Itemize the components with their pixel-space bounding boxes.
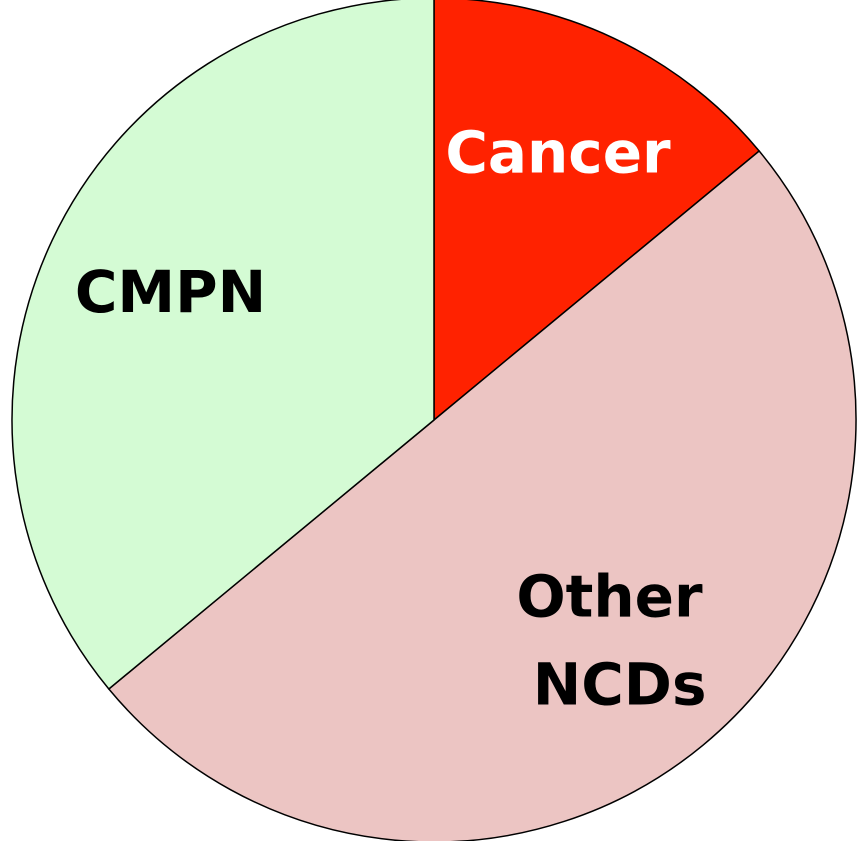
pie-slice	[433, 0, 761, 422]
slice-label: Cancer	[445, 119, 671, 187]
slice-label: CMPN	[75, 258, 266, 326]
pie-slice	[107, 149, 857, 841]
slice-label-line: Other	[516, 562, 722, 630]
slice-label-line: NCDs	[533, 650, 707, 718]
pie-slice	[11, 0, 435, 691]
slice-label: Other NCDs	[516, 562, 722, 718]
